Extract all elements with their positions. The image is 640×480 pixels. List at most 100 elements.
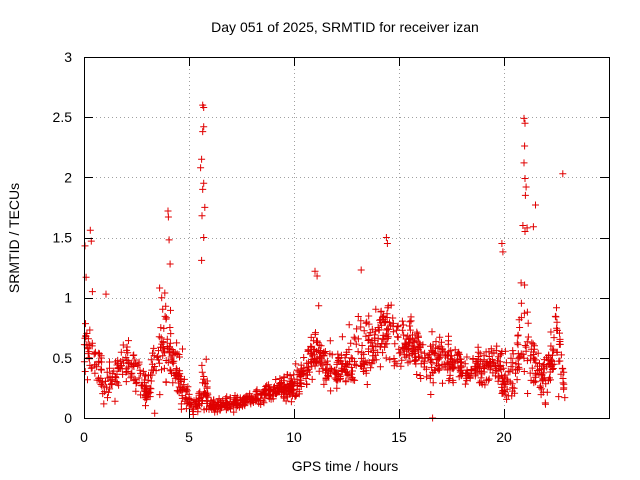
data-point [383,330,391,338]
data-point [315,367,323,375]
data-point [507,363,515,371]
data-point [311,267,319,275]
data-point [390,355,398,362]
data-point [520,354,528,362]
data-point [320,351,328,359]
data-point [384,334,392,342]
data-point [487,345,495,353]
data-point [260,399,268,407]
data-point [521,228,529,235]
data-point [515,363,523,371]
data-point [297,383,305,390]
data-point [472,364,480,372]
data-point [166,324,174,331]
data-point [159,305,167,313]
data-point [343,348,351,356]
data-point [150,344,158,352]
axis-ticks: 0 0.5 1 1.5 2 2.5 3 0 5 10 15 20 [53,49,609,445]
data-point [275,388,283,396]
data-point [513,339,521,347]
data-point [166,260,174,268]
y-tick-label: 2.5 [53,109,73,125]
data-point [142,383,150,391]
data-point [127,360,135,368]
data-point [154,353,162,361]
data-point [124,363,132,371]
data-point [533,367,541,374]
data-point [297,368,305,376]
data-point [516,324,524,331]
data-point [100,400,108,408]
data-point [280,381,288,389]
data-point [427,363,435,371]
data-point [522,183,530,191]
data-point [97,365,105,373]
data-point [521,142,529,150]
data-point [529,223,537,231]
data-point [383,340,391,348]
data-point [201,380,209,388]
data-point [86,226,94,234]
data-point [221,402,229,410]
data-point [343,360,351,368]
data-point [529,340,537,348]
data-point [198,155,206,163]
data-point [387,301,395,309]
data-point [553,324,561,332]
data-point [455,350,463,358]
data-point [308,359,315,367]
data-point [131,375,139,383]
data-point [326,337,334,345]
data-point [108,381,116,389]
data-point [474,343,482,351]
data-point [132,387,140,395]
data-point [445,337,452,345]
data-point [461,380,469,388]
data-point [113,361,121,369]
data-point [166,339,174,347]
data-point [501,388,509,395]
data-point [257,391,265,399]
data-point [111,397,119,405]
data-point [136,366,144,374]
data-point [93,363,101,371]
data-point [384,302,392,310]
data-point [156,284,164,292]
data-point [499,248,507,256]
data-point [409,331,416,339]
data-point [195,389,203,397]
data-point [406,322,414,330]
data-point [349,367,356,375]
data-point [153,353,161,361]
data-point [90,350,98,358]
data-point [350,333,358,341]
data-point [559,379,567,387]
data-point [417,348,425,356]
data-point [230,408,238,416]
data-point [371,334,379,342]
data-point [202,355,210,363]
data-point [394,322,402,330]
data-point [198,393,206,401]
data-point [559,365,567,373]
data-point [365,348,372,355]
data-point [379,331,387,339]
data-point [481,381,489,389]
data-point [276,384,284,392]
data-point [162,378,170,386]
data-point [206,401,214,409]
data-point [291,393,299,400]
data-point [322,376,330,384]
data-point [232,396,240,404]
data-point [395,349,403,357]
data-point [183,387,191,395]
data-point [406,326,414,334]
data-point [342,368,350,376]
data-point [264,386,272,394]
data-point [155,347,162,355]
data-point [448,364,456,372]
data-point [538,371,546,379]
data-point [403,351,411,359]
data-point [168,369,175,377]
data-point [432,338,440,346]
